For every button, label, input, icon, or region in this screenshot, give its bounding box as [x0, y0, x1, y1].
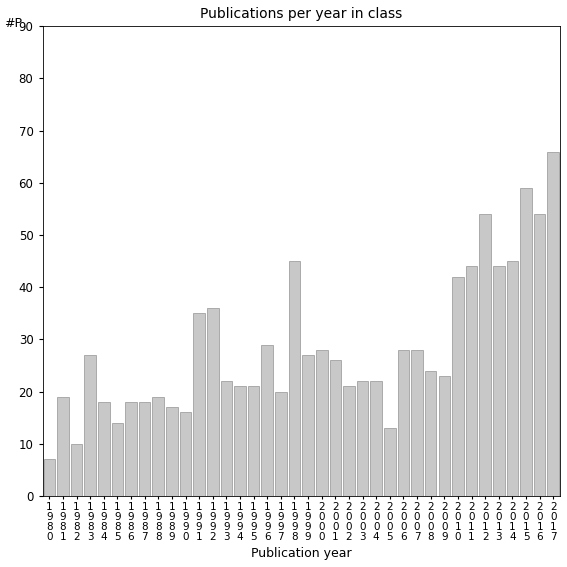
Bar	[248, 386, 260, 496]
Bar	[438, 376, 450, 496]
Bar	[316, 350, 328, 496]
Bar	[207, 308, 218, 496]
Bar	[452, 277, 464, 496]
Bar	[370, 381, 382, 496]
Bar	[329, 360, 341, 496]
X-axis label: Publication year: Publication year	[251, 547, 352, 560]
Bar	[180, 412, 191, 496]
Bar	[44, 459, 55, 496]
Bar	[384, 428, 396, 496]
Bar	[289, 261, 301, 496]
Bar	[397, 350, 409, 496]
Bar	[125, 402, 137, 496]
Bar	[302, 355, 314, 496]
Bar	[275, 392, 287, 496]
Bar	[466, 266, 477, 496]
Bar	[153, 397, 164, 496]
Bar	[548, 151, 559, 496]
Bar	[98, 402, 109, 496]
Bar	[411, 350, 423, 496]
Bar	[357, 381, 369, 496]
Y-axis label: #P: #P	[4, 17, 22, 30]
Title: Publications per year in class: Publications per year in class	[200, 7, 403, 21]
Bar	[343, 386, 355, 496]
Bar	[520, 188, 532, 496]
Bar	[57, 397, 69, 496]
Bar	[506, 261, 518, 496]
Bar	[479, 214, 491, 496]
Bar	[84, 355, 96, 496]
Bar	[139, 402, 150, 496]
Bar	[261, 345, 273, 496]
Bar	[425, 371, 437, 496]
Bar	[71, 444, 82, 496]
Bar	[193, 314, 205, 496]
Bar	[221, 381, 232, 496]
Bar	[534, 214, 545, 496]
Bar	[234, 386, 246, 496]
Bar	[493, 266, 505, 496]
Bar	[166, 407, 177, 496]
Bar	[112, 423, 123, 496]
